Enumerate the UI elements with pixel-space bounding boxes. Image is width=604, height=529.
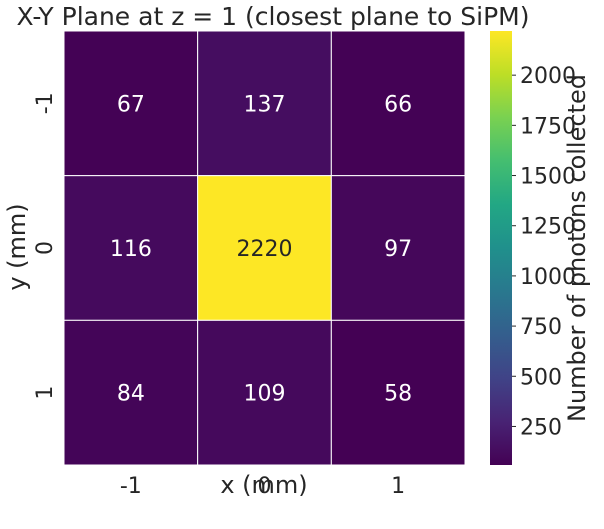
cell-value-label: 2220: [237, 237, 293, 262]
cell-value-label: 67: [117, 92, 145, 117]
y-axis-label: y (mm): [3, 203, 31, 290]
heatmap-cell: [197, 319, 332, 466]
y-tick-label: 1: [33, 386, 58, 400]
heatmap-cell: [330, 30, 466, 177]
heatmap-cell: [197, 175, 332, 321]
cell-value-label: 66: [384, 92, 412, 117]
cell-value-label: 84: [117, 382, 145, 407]
cell-value-label: 137: [244, 92, 286, 117]
colorbar: 250 500 750 1000 1250 1500 1750 2000 Number of …: [490, 31, 591, 465]
heatmap-cell: [63, 30, 199, 177]
x-axis-label: x (mm): [220, 471, 307, 499]
y-tick-label: 0: [33, 241, 58, 255]
heatmap-cell: [197, 30, 332, 177]
heatmap-cell: [63, 319, 199, 466]
colorbar-ticks: 250 500 750 1000 1250 1500 1750 2000: [512, 64, 576, 440]
colorbar-tick-label: 500: [520, 365, 562, 390]
x-tick-label: 1: [391, 474, 405, 499]
colorbar-tick-label: 750: [520, 315, 562, 340]
colorbar-tick-label: 1250: [520, 215, 576, 240]
y-tick-label: -1: [33, 92, 58, 114]
colorbar-tick-label: 250: [520, 415, 562, 440]
x-tick-label: -1: [120, 474, 142, 499]
heatmap-cell: [63, 175, 199, 321]
cell-value-label: 109: [244, 382, 286, 407]
cell-value-label: 97: [384, 237, 412, 262]
cell-value-label: 116: [110, 237, 152, 262]
x-tick-label: 0: [258, 474, 272, 499]
chart-title: X-Y Plane at z = 1 (closest plane to SiP…: [16, 2, 529, 31]
y-axis-ticks: -1 0 1: [33, 92, 58, 399]
x-axis-ticks: -1 0 1: [120, 474, 405, 499]
colorbar-tick-label: 1500: [520, 165, 576, 190]
cell-value-label: 58: [384, 382, 412, 407]
colorbar-gradient: [490, 31, 512, 465]
colorbar-tick-label: 2000: [520, 64, 576, 89]
heatmap-cell: [330, 175, 466, 321]
colorbar-label: Number of photons collected: [563, 74, 591, 422]
heatmap-cell: [330, 319, 466, 466]
colorbar-tick-label: 1750: [520, 114, 576, 139]
heatmap-cells: 67 137 66 116 2220 97 84 109 58: [63, 30, 466, 466]
colorbar-tick-label: 1000: [520, 265, 576, 290]
